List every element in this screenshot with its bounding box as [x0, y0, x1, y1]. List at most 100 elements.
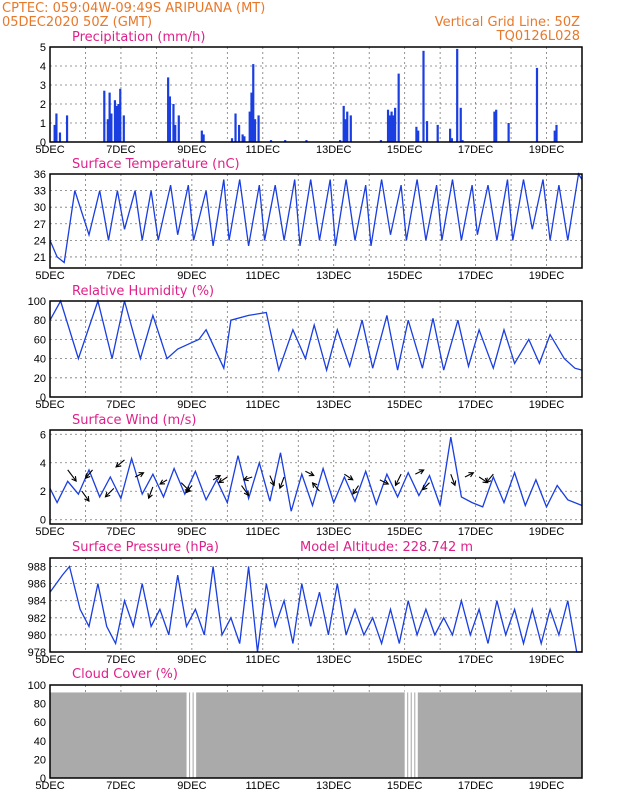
x-tick-label: 7DEC: [106, 270, 135, 282]
y-tick-label: 40: [34, 354, 46, 366]
precip-bar: [495, 109, 498, 142]
precip-bar: [174, 124, 177, 142]
precip-bar: [237, 124, 241, 142]
x-tick-label: 7DEC: [106, 654, 135, 666]
precip-bar: [250, 92, 253, 142]
wind-arrow: [241, 485, 249, 496]
wind-arrow-head: [468, 472, 475, 478]
precip-bar: [122, 115, 125, 142]
y-tick-label: 60: [34, 334, 46, 346]
y-tick-label: 984: [28, 596, 46, 608]
wind-arrow: [218, 476, 228, 484]
wind-arrow: [115, 459, 125, 468]
wind-arrow-head: [383, 479, 390, 485]
header-model: TQ0126L028: [496, 29, 580, 44]
y-tick-label: 2: [40, 486, 46, 498]
header-station: CPTEC: 059:04W-09:49S ARIPUANA (MT): [2, 1, 265, 16]
wind-arrow-head: [215, 475, 222, 481]
y-tick-label: 21: [34, 252, 46, 264]
cloud-gap-bar: [411, 685, 415, 778]
x-tick-label: 5DEC: [35, 399, 64, 411]
precip-bar: [230, 138, 234, 142]
wind-series-line: [49, 436, 583, 512]
temperature-title: Surface Temperature (nC): [72, 157, 240, 172]
precip-bar: [108, 92, 111, 142]
x-tick-label: 17DEC: [458, 654, 494, 666]
cloud-gap-bar: [408, 685, 411, 778]
panel-frame: [49, 429, 583, 525]
x-tick-label: 15DEC: [387, 654, 423, 666]
wind-arrow: [485, 473, 494, 483]
precip-bar: [257, 115, 260, 142]
precip-bar: [58, 132, 62, 142]
precip-bar: [507, 123, 510, 142]
rh-series-line: [49, 298, 583, 373]
precip-bar: [425, 121, 429, 142]
x-tick-label: 11DEC: [245, 654, 280, 666]
wind-arrow-head: [308, 471, 315, 477]
x-tick-label: 7DEC: [106, 526, 135, 538]
wind-arrow: [464, 472, 474, 478]
precip-bar: [202, 134, 205, 142]
x-tick-label: 7DEC: [106, 144, 135, 156]
precip-bar: [459, 107, 462, 142]
y-tick-label: 5: [40, 42, 46, 54]
precip-bar: [344, 119, 347, 142]
precip-bar: [284, 140, 287, 142]
precip-bar: [422, 50, 425, 142]
panel-frame: [49, 173, 583, 269]
precip-bar: [248, 111, 251, 142]
x-tick-label: 7DEC: [106, 399, 135, 411]
wind-arrow-head: [278, 483, 285, 490]
panel-frame: [49, 557, 583, 653]
precip-bar: [177, 115, 180, 142]
precip-bar: [106, 119, 109, 142]
y-tick-label: 980: [28, 630, 46, 642]
wind-arrow-head: [104, 491, 111, 498]
x-tick-label: 17DEC: [458, 270, 494, 282]
wind-arrow: [159, 479, 168, 485]
wind-arrow: [379, 479, 389, 485]
x-tick-label: 17DEC: [458, 144, 494, 156]
y-tick-label: 2: [40, 99, 46, 111]
precip-bar: [342, 105, 345, 142]
wind-arrow-head: [159, 479, 166, 485]
temperature-panel: Surface Temperature (nC) 21 24 27 30 33 36 5DE…: [34, 157, 583, 282]
precip-bar: [241, 134, 244, 142]
x-tick-label: 5DEC: [35, 144, 64, 156]
y-tick-label: 80: [34, 315, 46, 327]
panel-frame: [49, 46, 583, 143]
wind-arrow: [243, 476, 253, 481]
precip-bar: [415, 126, 418, 142]
wind-arrow: [415, 469, 424, 475]
precip-bar: [493, 111, 496, 142]
y-tick-label: 6: [40, 429, 46, 441]
cloud-cover-panel: Cloud Cover (%) 0 20 40 60 80 100 5DEC 7DEC 9DEC…: [28, 667, 583, 792]
precip-bar: [243, 136, 246, 142]
wind-arrow: [105, 488, 115, 498]
x-tick-label: 19DEC: [529, 654, 565, 666]
pressure-title: Surface Pressure (hPa): [72, 540, 219, 555]
x-tick-label: 17DEC: [458, 399, 494, 411]
x-tick-label: 17DEC: [458, 526, 494, 538]
cloud-gap-bar: [193, 685, 197, 778]
wind-arrow-head: [84, 473, 91, 480]
cloud-cover-title: Cloud Cover (%): [72, 667, 178, 682]
wind-arrow: [312, 482, 320, 492]
cloud-gap-bar: [415, 685, 418, 778]
wind-arrow-head: [138, 472, 145, 478]
precip-bar: [103, 90, 106, 142]
y-tick-label: 80: [34, 699, 46, 711]
y-tick-label: 0: [40, 137, 46, 149]
wind-panel: Surface Wind (m/s) 0 2 4 6 5DEC 7DEC 9DEC 11DEC…: [35, 413, 583, 538]
cloud-gap-bar: [186, 685, 190, 778]
wind-arrow-head: [418, 469, 425, 475]
x-tick-label: 15DEC: [387, 144, 423, 156]
wind-arrow-head: [147, 493, 153, 500]
wind-arrow-head: [242, 475, 249, 482]
humidity-title: Relative Humidity (%): [72, 284, 214, 299]
wind-arrow-head: [115, 462, 122, 468]
y-tick-label: 30: [34, 202, 46, 214]
x-tick-label: 5DEC: [35, 270, 64, 282]
precip-bar: [386, 109, 390, 142]
